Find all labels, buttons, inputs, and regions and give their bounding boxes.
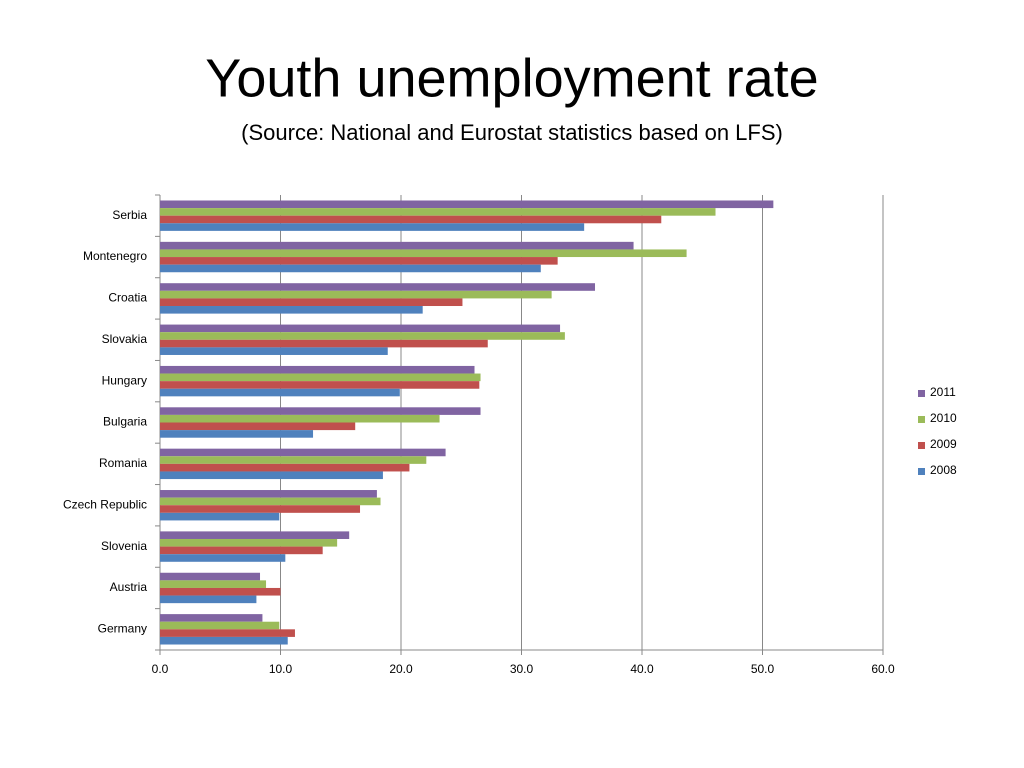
bar: [160, 249, 687, 258]
bar: [160, 448, 446, 457]
bar: [160, 414, 440, 423]
bar: [160, 471, 383, 480]
bar: [160, 208, 716, 216]
y-tick-label: Slovenia: [101, 539, 147, 553]
y-tick-label: Bulgaria: [103, 415, 147, 429]
bar: [160, 388, 400, 397]
bar: [160, 290, 552, 299]
bar: [160, 381, 480, 389]
bar: [160, 538, 338, 547]
legend-label: 2011: [930, 385, 956, 399]
y-tick-label: Slovakia: [102, 332, 148, 346]
bar: [160, 490, 377, 498]
bar: [160, 365, 475, 374]
chart-subtitle: (Source: National and Eurostat statistic…: [241, 120, 783, 145]
bar: [160, 572, 261, 581]
bar: [160, 629, 295, 637]
x-tick-label: 0.0: [152, 662, 169, 676]
bar: [160, 215, 662, 224]
x-tick-label: 40.0: [630, 662, 654, 676]
bar: [160, 554, 286, 562]
y-tick-label: Montenegro: [83, 249, 147, 263]
bar: [160, 241, 634, 250]
y-tick-label: Romania: [99, 456, 147, 470]
bar: [160, 422, 356, 431]
legend-label: 2009: [930, 437, 957, 451]
y-tick-label: Croatia: [108, 291, 147, 305]
x-tick-label: 30.0: [510, 662, 534, 676]
legend-swatch: [918, 390, 925, 397]
bar: [160, 463, 410, 472]
legend-swatch: [918, 468, 925, 475]
bar: [160, 407, 481, 415]
bar: [160, 373, 481, 382]
bar: [160, 223, 585, 231]
bar: [160, 497, 381, 506]
bar: [160, 546, 323, 555]
bar: [160, 257, 558, 265]
bar: [160, 200, 774, 209]
legend-swatch: [918, 416, 925, 423]
bar: [160, 505, 361, 513]
bar: [160, 347, 388, 355]
bar: [160, 531, 350, 539]
chart-title: Youth unemployment rate: [205, 48, 818, 108]
y-tick-label: Czech Republic: [63, 497, 147, 511]
bar: [160, 614, 263, 622]
bar: [160, 430, 314, 438]
bar: [160, 283, 596, 291]
bar: [160, 264, 541, 273]
x-tick-label: 20.0: [389, 662, 413, 676]
bar: [160, 324, 561, 333]
y-tick-label: Hungary: [102, 373, 147, 387]
bar: [160, 621, 280, 630]
legend-label: 2010: [930, 411, 957, 425]
bar: [160, 587, 281, 596]
legend-label: 2008: [930, 463, 957, 477]
bar: [160, 595, 257, 604]
legend-swatch: [918, 442, 925, 449]
bar: [160, 298, 463, 307]
y-tick-label: Serbia: [112, 208, 147, 222]
x-tick-label: 10.0: [269, 662, 293, 676]
y-tick-label: Austria: [110, 580, 148, 594]
y-tick-label: Germany: [98, 621, 147, 635]
x-tick-label: 60.0: [871, 662, 895, 676]
x-tick-label: 50.0: [751, 662, 775, 676]
bar: [160, 339, 488, 348]
bar: [160, 306, 423, 314]
bar: [160, 636, 288, 645]
bar: [160, 332, 565, 340]
bar: [160, 580, 267, 588]
bar: [160, 512, 280, 521]
bar: [160, 456, 427, 464]
